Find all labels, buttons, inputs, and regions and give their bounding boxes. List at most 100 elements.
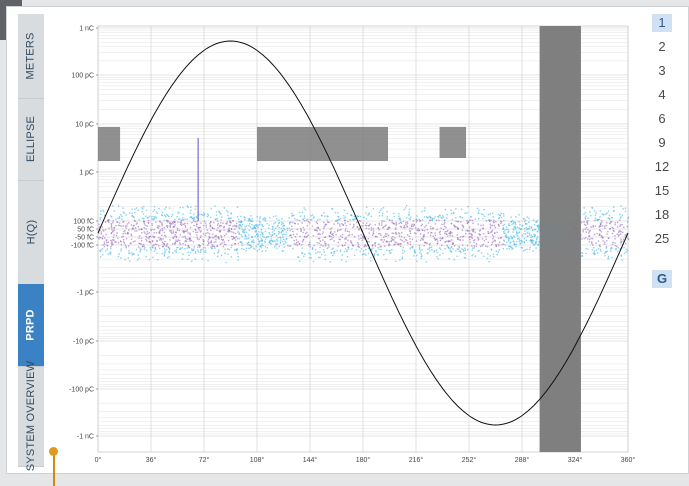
scale-item-25[interactable]: 25 xyxy=(654,231,670,246)
pd-point xyxy=(122,233,124,235)
pd-point xyxy=(606,250,608,252)
pd-point xyxy=(429,225,432,228)
pd-point xyxy=(254,248,256,250)
scale-item-4[interactable]: 4 xyxy=(658,87,666,102)
g-button[interactable]: G xyxy=(652,270,672,288)
pd-point xyxy=(408,235,410,237)
pd-point xyxy=(216,220,219,222)
pd-point xyxy=(368,213,370,215)
pd-point xyxy=(363,250,365,252)
pd-point xyxy=(184,237,187,239)
pd-point xyxy=(326,247,329,250)
pd-point xyxy=(415,232,417,235)
pd-point xyxy=(588,232,590,234)
pd-point xyxy=(110,247,112,250)
pd-point xyxy=(208,236,211,239)
pd-point xyxy=(529,246,531,249)
pd-point xyxy=(449,232,451,235)
pd-point xyxy=(536,225,538,227)
scale-item-15[interactable]: 15 xyxy=(654,183,670,198)
pd-point xyxy=(125,245,127,248)
pd-point xyxy=(252,241,255,243)
pd-point xyxy=(202,248,204,251)
pd-point xyxy=(317,256,320,259)
pd-point xyxy=(125,214,127,216)
scale-item-9[interactable]: 9 xyxy=(658,135,666,150)
pd-point xyxy=(602,236,604,238)
pd-point xyxy=(521,234,524,237)
pd-point xyxy=(157,227,160,229)
pd-point xyxy=(227,217,230,220)
prpd-plot[interactable]: 1 nC 100 pC 10 pC 1 pC 100 fC 50 fC -50 fC -100… xyxy=(46,16,638,468)
pd-point xyxy=(344,222,346,224)
pd-point xyxy=(534,235,536,237)
pd-point xyxy=(137,226,140,228)
pd-point xyxy=(212,233,214,235)
pd-point xyxy=(524,219,527,222)
pd-point xyxy=(151,228,153,231)
pd-point xyxy=(147,219,150,222)
pd-point xyxy=(434,216,436,218)
pd-point xyxy=(375,235,377,238)
pd-point xyxy=(255,245,257,248)
pd-point xyxy=(274,240,277,242)
pd-point xyxy=(161,223,163,226)
scale-item-18[interactable]: 18 xyxy=(654,207,670,222)
tab-system-overview[interactable]: SYSTEM OVERVIEW xyxy=(18,361,44,471)
pd-point xyxy=(173,221,176,224)
pd-point xyxy=(620,240,622,242)
pd-point xyxy=(165,244,168,246)
pd-point xyxy=(303,215,306,217)
pd-point xyxy=(429,219,431,222)
pd-point xyxy=(101,247,104,250)
pd-point xyxy=(358,228,360,230)
pd-point xyxy=(457,227,459,229)
scale-item-3[interactable]: 3 xyxy=(658,63,666,78)
tab-meters[interactable]: METERS xyxy=(18,14,44,99)
pd-point xyxy=(116,221,118,223)
pd-point xyxy=(187,206,189,208)
pd-point xyxy=(276,218,278,220)
pd-point xyxy=(610,246,613,249)
pd-point xyxy=(372,232,374,234)
pd-point xyxy=(170,215,173,218)
pd-point xyxy=(415,218,417,220)
scale-item-2[interactable]: 2 xyxy=(658,39,666,54)
pd-point xyxy=(200,230,202,232)
pd-point xyxy=(268,232,270,234)
pd-point xyxy=(154,246,156,249)
scale-item-12[interactable]: 12 xyxy=(654,159,670,174)
pd-point xyxy=(614,245,617,247)
pd-point xyxy=(281,230,283,232)
pd-point xyxy=(118,217,121,219)
pd-point xyxy=(140,243,142,245)
pd-point xyxy=(177,246,179,249)
pd-point xyxy=(289,221,292,224)
pd-point xyxy=(189,226,192,229)
pd-point xyxy=(220,229,222,232)
scale-item-6[interactable]: 6 xyxy=(658,111,666,126)
tab-prpd[interactable]: PRPD xyxy=(18,284,44,367)
pd-point xyxy=(157,259,159,261)
pd-point xyxy=(239,224,242,226)
pd-point xyxy=(152,235,154,237)
pd-point xyxy=(319,256,321,259)
pd-point xyxy=(110,224,113,226)
pd-point xyxy=(327,244,330,246)
pd-point xyxy=(526,235,529,238)
pd-point xyxy=(450,251,453,253)
pd-point xyxy=(508,224,511,227)
pd-point xyxy=(336,249,338,252)
pd-point xyxy=(377,233,380,235)
pd-point xyxy=(367,225,370,227)
tab-hq[interactable]: H(Q) xyxy=(18,180,44,285)
scale-item-1[interactable]: 1 xyxy=(652,14,672,32)
pd-point xyxy=(487,232,490,234)
pd-point xyxy=(351,244,354,246)
scale-selector: 1 2 3 4 6 9 12 15 18 25 G xyxy=(646,14,676,294)
pd-point xyxy=(134,240,136,242)
tab-ellipse[interactable]: ELLIPSE xyxy=(18,98,44,181)
pd-point xyxy=(378,248,380,251)
pd-point xyxy=(455,220,457,222)
